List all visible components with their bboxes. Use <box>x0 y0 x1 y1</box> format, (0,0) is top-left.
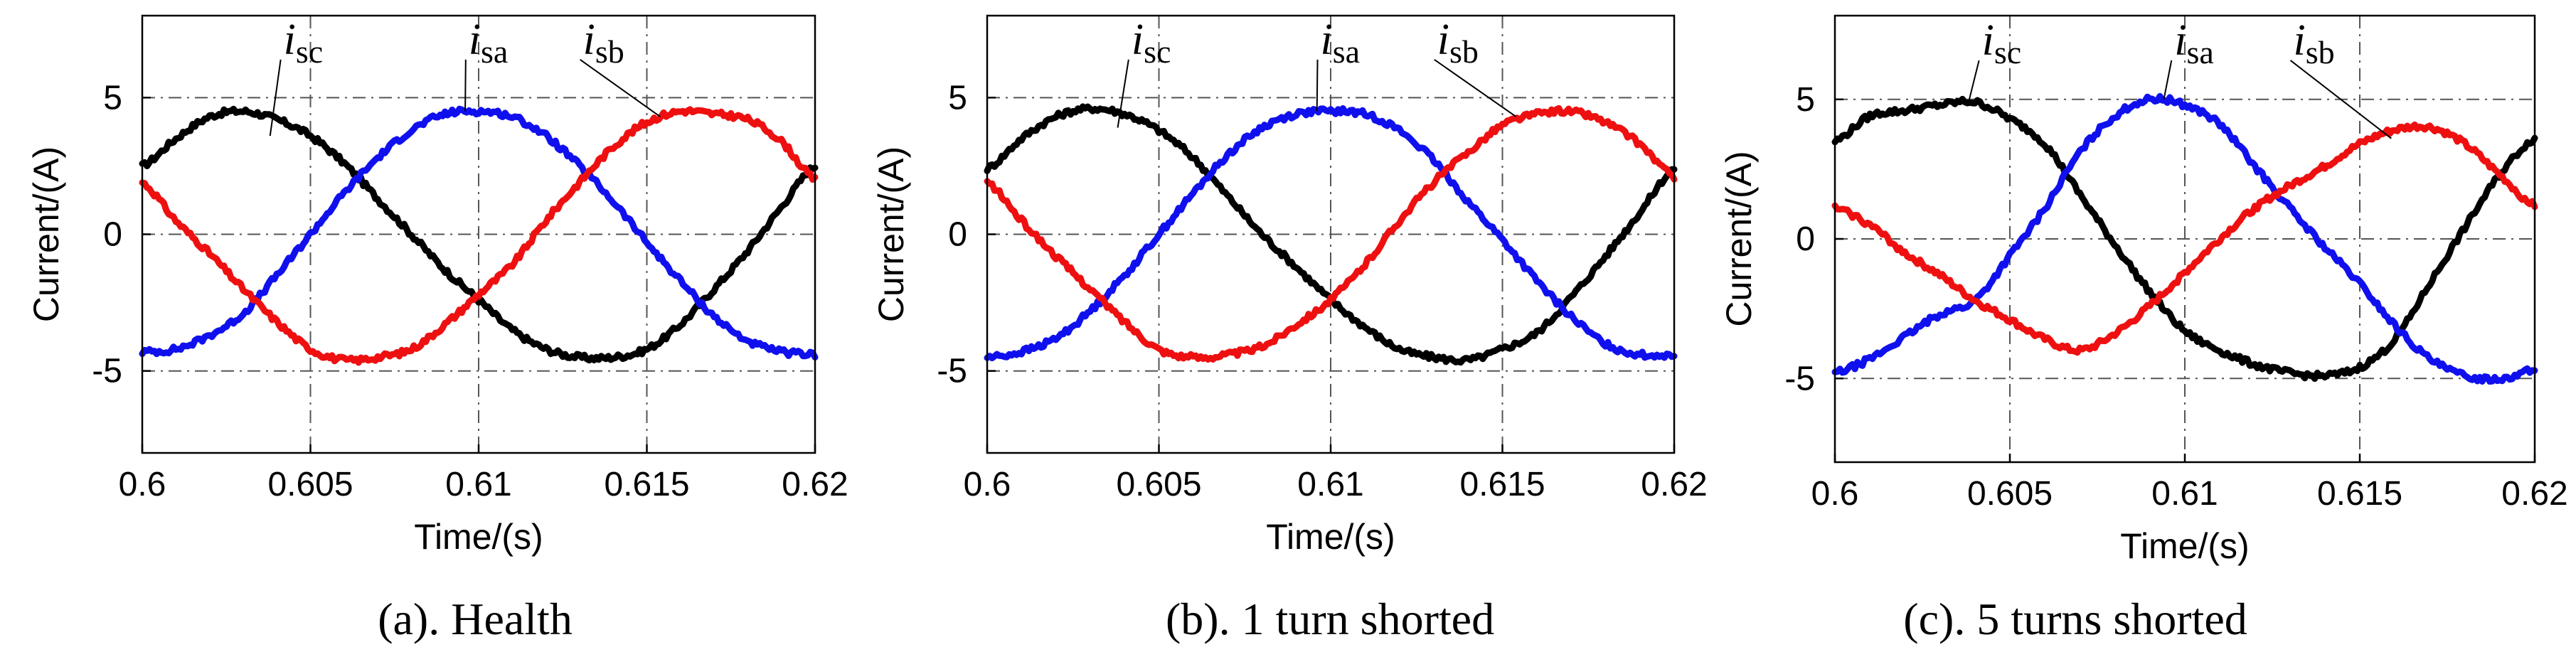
x-tick-label: 0.615 <box>604 466 689 503</box>
chart-panel-2: 0.6 0.605 0.61 0.615 0.62 -5 0 5 Time/(s) Current… <box>871 14 1708 644</box>
annotation-leader-isc <box>1966 60 1980 105</box>
annotation-symbol: i <box>1132 16 1144 64</box>
x-tick-label: 0.62 <box>782 466 848 503</box>
y-tick-label: 5 <box>948 79 967 117</box>
annotation-subscript: sc <box>296 33 323 70</box>
y-axis-label: Current/(A) <box>871 146 911 322</box>
x-axis-label: Time/(s) <box>2120 526 2249 566</box>
annotation-label-isa: isa <box>469 16 509 70</box>
annotation-leader-isb <box>2289 60 2392 139</box>
annotation-symbol: i <box>284 16 296 64</box>
annotation-leader-isb <box>580 58 661 118</box>
panel-caption: (c). 5 turns shorted <box>1903 594 2247 644</box>
annotation-label-isb: isb <box>2294 16 2335 70</box>
annotation-subscript: sb <box>595 33 624 70</box>
annotation-subscript: sa <box>2186 34 2213 70</box>
series-line-isb <box>1831 121 2538 356</box>
chart-panel-1: 0.6 0.605 0.61 0.615 0.62 -5 0 5 Time/(s) Current… <box>26 14 848 644</box>
y-tick-label: 0 <box>1796 220 1815 258</box>
y-tick-label: -5 <box>937 353 967 390</box>
annotation-label-isc: isc <box>1132 16 1171 70</box>
y-tick-label: 0 <box>103 216 122 254</box>
annotation-subscript: sc <box>1144 33 1171 70</box>
annotation-leader-isc <box>1117 59 1129 128</box>
annotation-label-isb: isb <box>583 16 624 70</box>
annotation-symbol: i <box>1321 16 1333 64</box>
annotation-symbol: i <box>2294 16 2306 65</box>
x-axis-label: Time/(s) <box>1266 517 1395 557</box>
annotation-symbol: i <box>1437 16 1449 64</box>
x-axis-label: Time/(s) <box>414 517 543 557</box>
panel-caption: (a). Health <box>378 594 573 644</box>
panel-caption: (b). 1 turn shorted <box>1166 594 1494 644</box>
x-tick-label: 0.605 <box>1967 475 2053 513</box>
series-line-isb <box>139 106 819 366</box>
x-tick-label: 0.6 <box>119 466 166 503</box>
chart-panel-3: 0.6 0.605 0.61 0.615 0.62 -5 0 5 Time/(s) Current… <box>1719 14 2568 644</box>
series-line-isa <box>1831 92 2538 385</box>
x-tick-label: 0.615 <box>1459 466 1545 503</box>
annotation-label-isb: isb <box>1437 16 1479 70</box>
y-tick-label: 5 <box>1796 81 1815 119</box>
x-tick-label: 0.615 <box>2317 475 2402 513</box>
annotation-subscript: sc <box>1994 34 2021 70</box>
series-line-isc <box>1831 95 2538 383</box>
annotation-symbol: i <box>583 16 595 64</box>
annotation-symbol: i <box>2174 16 2186 65</box>
x-tick-label: 0.605 <box>1116 466 1201 503</box>
annotation-leader-isa <box>1316 59 1319 112</box>
x-tick-label: 0.61 <box>1297 466 1363 503</box>
annotation-label-isa: isa <box>1321 16 1361 70</box>
series-line-isb <box>984 105 1678 363</box>
x-tick-label: 0.6 <box>1811 475 1859 513</box>
annotation-label-isa: isa <box>2174 16 2214 70</box>
x-tick-label: 0.62 <box>1641 466 1707 503</box>
x-tick-label: 0.61 <box>445 466 511 503</box>
y-tick-label: 5 <box>103 79 122 117</box>
annotation-leader-isa <box>2163 60 2173 100</box>
annotation-label-isc: isc <box>284 16 324 70</box>
annotation-leader-isb <box>1434 58 1517 118</box>
y-tick-label: -5 <box>1784 360 1815 397</box>
annotation-subscript: sa <box>1333 33 1360 70</box>
annotation-symbol: i <box>469 16 481 64</box>
y-axis-label: Current/(A) <box>26 146 66 322</box>
annotation-subscript: sa <box>481 33 508 70</box>
annotation-leader-isc <box>269 59 282 137</box>
x-tick-label: 0.61 <box>2151 475 2218 513</box>
x-tick-label: 0.62 <box>2501 475 2567 513</box>
x-tick-label: 0.605 <box>267 466 353 503</box>
annotation-leader-isa <box>464 59 467 112</box>
y-tick-label: 0 <box>948 216 967 254</box>
y-axis-label: Current/(A) <box>1719 151 1759 326</box>
annotation-label-isc: isc <box>1982 16 2022 70</box>
annotation-subscript: sb <box>1449 33 1479 70</box>
annotation-symbol: i <box>1982 16 1994 65</box>
y-tick-label: -5 <box>92 353 122 390</box>
annotation-subscript: sb <box>2306 34 2335 70</box>
x-tick-label: 0.6 <box>964 466 1011 503</box>
series-line-isc <box>139 105 819 364</box>
